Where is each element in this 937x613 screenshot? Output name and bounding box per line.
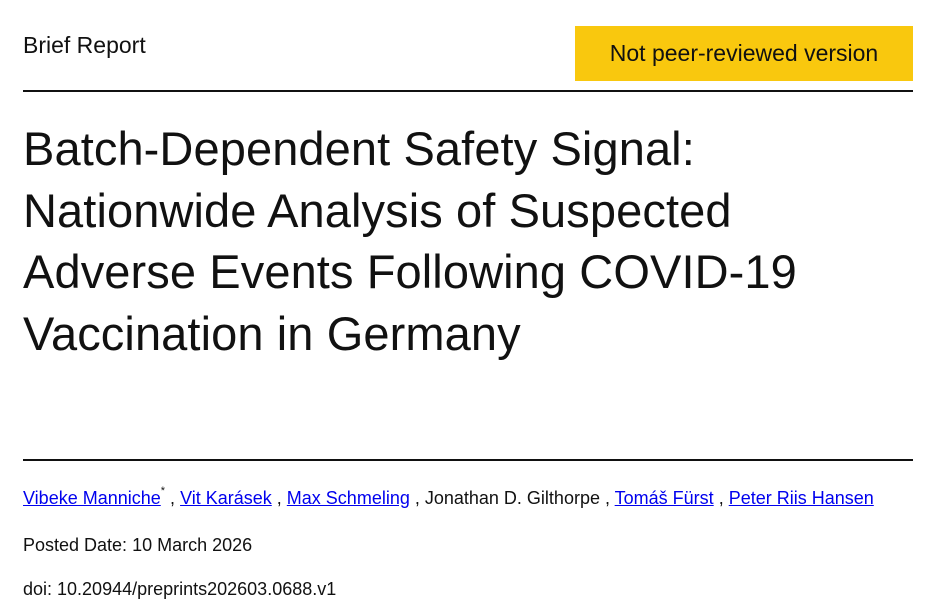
author-name-4: Jonathan D. Gilthorpe [424, 488, 600, 508]
title-line-4: Vaccination in Germany [23, 306, 521, 360]
corresponding-author-mark: * [160, 485, 166, 497]
title-line-1: Batch-Dependent Safety Signal: [23, 122, 695, 175]
top-divider [23, 90, 913, 92]
author-list: Vibeke Manniche* , Vit Karásek , Max Sch… [23, 484, 913, 512]
posted-date: Posted Date: 10 March 2026 [23, 535, 253, 555]
article-type-label: Brief Report [23, 32, 146, 58]
author-separator: , [599, 488, 615, 508]
author-separator: , [165, 488, 181, 508]
author-link-2[interactable]: Vit Karásek [180, 488, 272, 508]
author-separator: , [409, 488, 425, 508]
author-link-5[interactable]: Tomáš Fürst [614, 488, 714, 508]
article-title: Batch-Dependent Safety Signal: Nationwid… [23, 118, 903, 364]
author-separator: , [271, 488, 287, 508]
author-link-6[interactable]: Peter Riis Hansen [728, 488, 874, 508]
author-link-3[interactable]: Max Schmeling [286, 488, 410, 508]
top-bar: Brief Report Not peer-reviewed version [23, 24, 913, 82]
title-line-3: Adverse Events Following COVID-19 [23, 245, 797, 298]
author-link-1[interactable]: Vibeke Manniche [23, 488, 161, 508]
title-line-2: Nationwide Analysis of Suspected [23, 183, 732, 237]
preprint-header: Brief Report Not peer-reviewed version B… [23, 0, 913, 613]
middle-divider [23, 459, 913, 461]
peer-review-status-badge: Not peer-reviewed version [575, 26, 913, 81]
author-separator: , [713, 488, 729, 508]
doi-text[interactable]: doi: 10.20944/preprints202603.0688.v1 [23, 579, 337, 599]
